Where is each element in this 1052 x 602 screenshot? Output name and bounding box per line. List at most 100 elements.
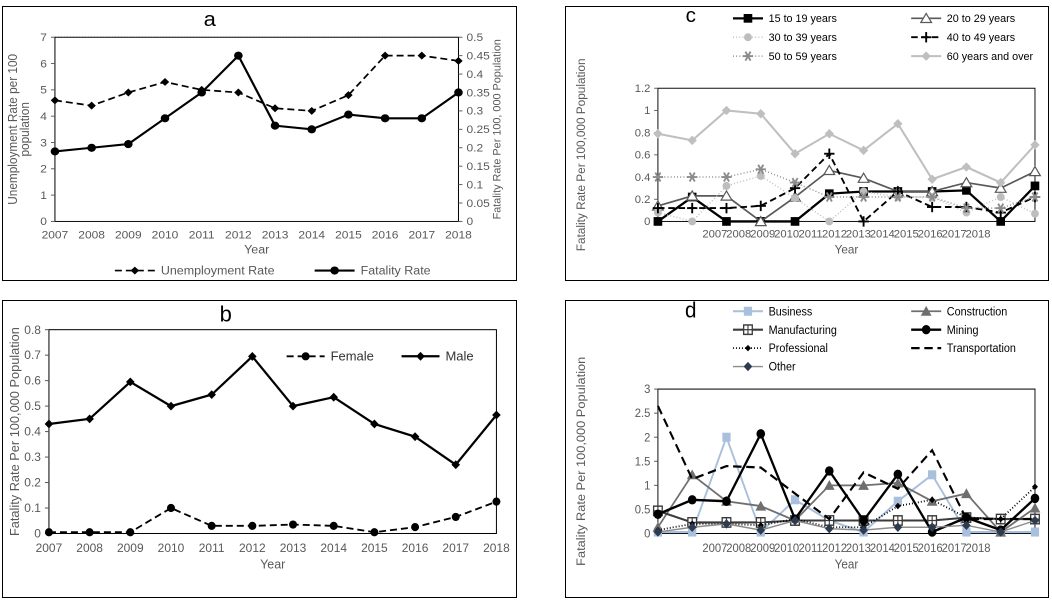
svg-text:2017: 2017 [408, 229, 435, 242]
svg-text:0.5: 0.5 [466, 31, 483, 44]
svg-text:Manufacturing: Manufacturing [768, 324, 836, 337]
svg-text:2011: 2011 [798, 542, 822, 556]
svg-text:2009: 2009 [750, 228, 775, 240]
svg-text:0.15: 0.15 [466, 160, 489, 173]
svg-text:2015: 2015 [894, 228, 919, 240]
svg-text:2009: 2009 [750, 542, 775, 556]
svg-text:0.8: 0.8 [24, 323, 41, 337]
svg-text:2008: 2008 [78, 229, 105, 242]
svg-text:0: 0 [34, 526, 41, 540]
svg-text:2010: 2010 [158, 541, 185, 555]
svg-text:2010: 2010 [774, 228, 799, 240]
svg-text:2014: 2014 [320, 541, 347, 555]
svg-text:2: 2 [40, 163, 47, 176]
svg-text:Male: Male [445, 348, 473, 363]
svg-text:60 years and over: 60 years and over [947, 51, 1034, 63]
svg-text:2009: 2009 [117, 541, 144, 555]
svg-text:0: 0 [466, 215, 473, 228]
svg-text:0.3: 0.3 [466, 105, 483, 118]
svg-text:2011: 2011 [199, 541, 225, 555]
svg-text:2011: 2011 [189, 229, 215, 242]
svg-text:Business: Business [768, 306, 812, 319]
svg-text:2007: 2007 [42, 229, 69, 242]
svg-text:2018: 2018 [965, 228, 990, 240]
svg-text:0.8: 0.8 [635, 127, 651, 139]
svg-text:Transportation: Transportation [947, 343, 1016, 356]
svg-text:0.1: 0.1 [466, 179, 483, 192]
svg-text:Female: Female [331, 348, 374, 363]
svg-text:Fatality Rate Per 100,000 Popu: Fatality Rate Per 100,000 Population [8, 327, 22, 536]
svg-text:0.2: 0.2 [466, 142, 483, 155]
svg-text:0.4: 0.4 [466, 68, 483, 81]
svg-text:0.35: 0.35 [466, 87, 489, 100]
svg-text:a: a [204, 7, 216, 30]
svg-text:d: d [685, 301, 696, 323]
svg-text:40 to 49 years: 40 to 49 years [947, 32, 1016, 44]
svg-text:30 to 39 years: 30 to 39 years [768, 32, 837, 44]
svg-text:2017: 2017 [941, 228, 966, 240]
svg-text:2007: 2007 [36, 541, 63, 555]
svg-text:2012: 2012 [239, 541, 266, 555]
svg-text:Unemployment Rate: Unemployment Rate [161, 264, 275, 278]
svg-text:Year: Year [834, 244, 858, 257]
svg-text:Other: Other [768, 361, 795, 374]
svg-text:2010: 2010 [774, 542, 799, 556]
svg-text:2.5: 2.5 [635, 407, 651, 421]
svg-text:0.7: 0.7 [24, 348, 41, 362]
svg-text:2016: 2016 [917, 228, 942, 240]
svg-text:3: 3 [644, 383, 651, 397]
svg-text:Mining: Mining [947, 324, 979, 337]
svg-text:0: 0 [644, 216, 650, 228]
svg-text:0.6: 0.6 [24, 374, 41, 388]
svg-text:c: c [685, 7, 695, 27]
svg-text:2: 2 [644, 431, 650, 445]
svg-text:2018: 2018 [483, 541, 510, 555]
svg-text:2018: 2018 [965, 542, 990, 556]
svg-text:7: 7 [40, 31, 47, 44]
svg-text:2010: 2010 [152, 229, 179, 242]
svg-text:Professional: Professional [768, 343, 827, 356]
svg-text:5: 5 [40, 84, 47, 97]
svg-text:2007: 2007 [702, 228, 727, 240]
svg-text:1: 1 [40, 189, 47, 202]
svg-text:1: 1 [644, 105, 650, 117]
svg-text:0.25: 0.25 [466, 123, 489, 136]
svg-text:Fatality Rate: Fatality Rate [361, 264, 431, 278]
svg-text:2016: 2016 [917, 542, 942, 556]
svg-text:2013: 2013 [846, 542, 871, 556]
svg-text:6: 6 [40, 58, 47, 71]
svg-text:Year: Year [260, 557, 285, 571]
svg-text:b: b [220, 301, 232, 326]
svg-text:Construction: Construction [947, 306, 1008, 319]
svg-text:2013: 2013 [262, 229, 289, 242]
svg-text:2016: 2016 [402, 541, 429, 555]
svg-text:0.45: 0.45 [466, 50, 489, 63]
svg-text:2012: 2012 [822, 542, 847, 556]
svg-text:20 to 29 years: 20 to 29 years [947, 13, 1016, 25]
svg-text:0.2: 0.2 [635, 194, 651, 206]
svg-text:2013: 2013 [280, 541, 307, 555]
svg-text:2016: 2016 [372, 229, 399, 242]
svg-text:2012: 2012 [225, 229, 252, 242]
svg-text:Year: Year [244, 243, 269, 257]
svg-text:population: population [18, 102, 32, 156]
svg-text:2011: 2011 [798, 228, 822, 240]
svg-text:0.5: 0.5 [635, 503, 651, 517]
svg-text:0: 0 [644, 527, 651, 541]
svg-text:2013: 2013 [846, 228, 871, 240]
svg-text:2014: 2014 [870, 542, 895, 556]
svg-text:Fatality Rate Per 100,000 Popu: Fatality Rate Per 100,000 Population [575, 58, 588, 251]
svg-text:2015: 2015 [361, 541, 388, 555]
svg-text:50 to 59 years: 50 to 59 years [768, 51, 837, 63]
svg-text:2007: 2007 [702, 542, 727, 556]
svg-text:1.5: 1.5 [635, 455, 651, 469]
svg-text:2017: 2017 [442, 541, 469, 555]
svg-text:0.3: 0.3 [24, 450, 41, 464]
svg-text:0.05: 0.05 [466, 197, 489, 210]
svg-text:4: 4 [40, 110, 47, 123]
svg-text:2008: 2008 [76, 541, 103, 555]
svg-text:2014: 2014 [298, 229, 325, 242]
svg-text:Fatality Rate Per 100, 000 Po: Fatality Rate Per 100, 000 Population [491, 39, 503, 219]
svg-text:Fatality Rate Per 100,000 Popu: Fatality Rate Per 100,000 Population [574, 357, 587, 566]
svg-text:2018: 2018 [445, 229, 472, 242]
